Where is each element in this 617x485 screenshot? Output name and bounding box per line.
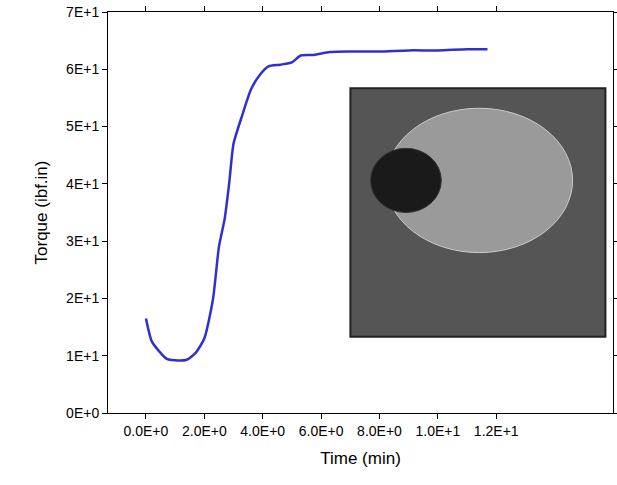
svg-text:1.0E+1: 1.0E+1 bbox=[415, 423, 460, 439]
svg-text:Torque (ibf.in): Torque (ibf.in) bbox=[32, 161, 51, 265]
svg-text:7E+1: 7E+1 bbox=[66, 4, 99, 20]
svg-text:2.0E+0: 2.0E+0 bbox=[182, 423, 227, 439]
svg-text:4E+1: 4E+1 bbox=[66, 176, 99, 192]
svg-text:6.0E+0: 6.0E+0 bbox=[299, 423, 344, 439]
svg-text:0E+0: 0E+0 bbox=[66, 405, 99, 421]
svg-text:5E+1: 5E+1 bbox=[66, 118, 99, 134]
svg-text:8.0E+0: 8.0E+0 bbox=[357, 423, 402, 439]
svg-text:6E+1: 6E+1 bbox=[66, 61, 99, 77]
svg-text:3E+1: 3E+1 bbox=[66, 233, 99, 249]
svg-text:0.0E+0: 0.0E+0 bbox=[124, 423, 169, 439]
svg-text:2E+1: 2E+1 bbox=[66, 290, 99, 306]
svg-text:1E+1: 1E+1 bbox=[66, 348, 99, 364]
svg-text:4.0E+0: 4.0E+0 bbox=[240, 423, 285, 439]
svg-text:Time (min): Time (min) bbox=[320, 449, 401, 468]
svg-text:1.2E+1: 1.2E+1 bbox=[474, 423, 519, 439]
